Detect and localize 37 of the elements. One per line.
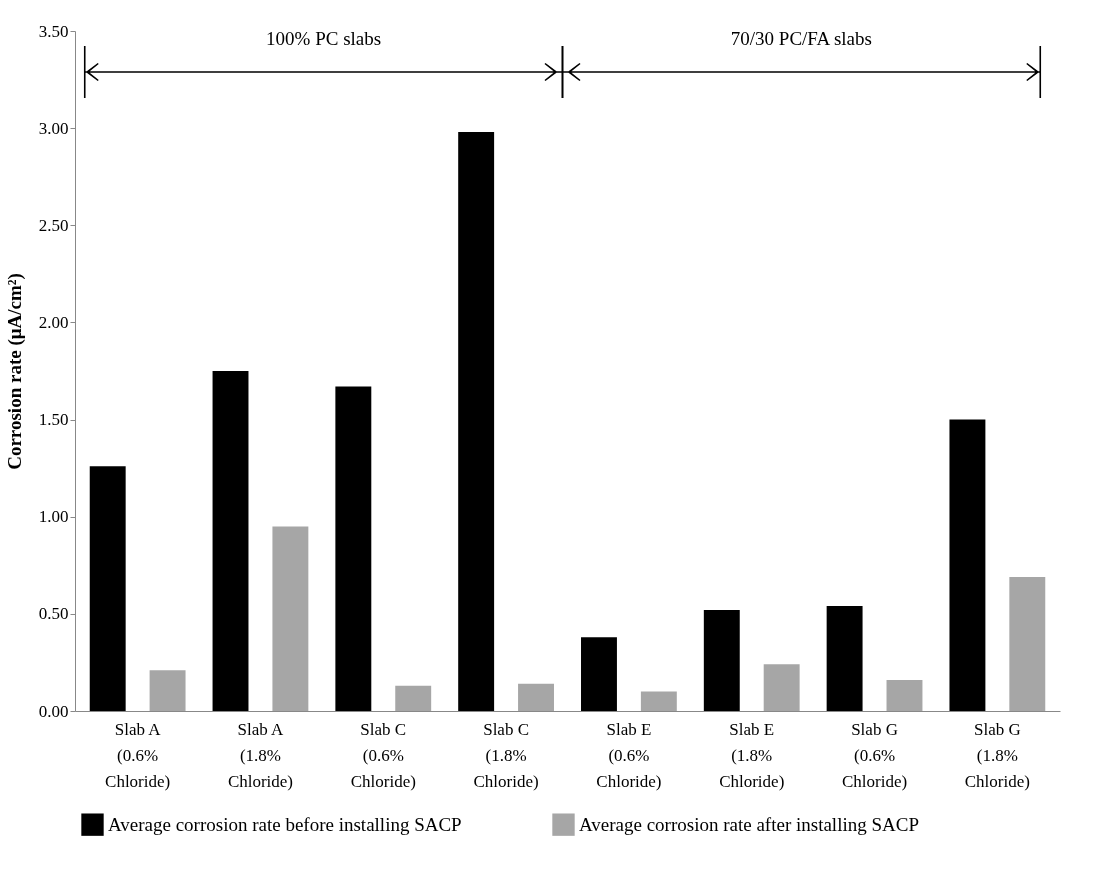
legend-label: Average corrosion rate before installing SACP [108, 813, 462, 835]
annotation: 70/30 PC/FA slabs [730, 28, 872, 49]
x-tick-label: Slab E (0.6% Chloride) [596, 719, 662, 791]
bar [272, 526, 309, 711]
y-tick-label: 3.00 [38, 118, 69, 138]
legend-label: Average corrosion rate after installing SACP [579, 813, 919, 835]
x-tick-label: Slab G (1.8% Chloride) [964, 719, 1030, 791]
y-tick-label: 0.00 [38, 701, 69, 721]
bar [763, 664, 800, 711]
y-tick-label: 3.50 [38, 21, 69, 41]
bar [458, 132, 495, 711]
bar [640, 691, 677, 711]
bar [89, 466, 126, 711]
x-tick-label: Slab E (1.8% Chloride) [719, 719, 785, 791]
bar [1009, 576, 1046, 711]
bar [949, 419, 986, 711]
y-axis-title: Corrosion rate (μA/cm²) [3, 273, 26, 470]
bar [395, 685, 432, 711]
y-tick-label: 2.00 [38, 312, 69, 332]
y-tick-label: 2.50 [38, 215, 69, 235]
y-tick-label: 1.00 [38, 507, 69, 527]
y-tick-label: 0.50 [38, 604, 69, 624]
bar [212, 371, 249, 711]
bar [826, 606, 863, 711]
bar [581, 637, 617, 711]
bar [886, 679, 923, 711]
bar [518, 683, 554, 711]
x-tick-label: Slab A (1.8% Chloride) [227, 719, 294, 791]
bar [335, 386, 372, 711]
bar [149, 670, 186, 711]
annotation: 100% PC slabs [266, 28, 382, 49]
bar [703, 609, 740, 711]
x-tick-label: Slab C (0.6% Chloride) [350, 719, 416, 791]
x-tick-label: Slab C (1.8% Chloride) [473, 719, 539, 791]
x-tick-label: Slab A (0.6% Chloride) [105, 719, 171, 791]
y-tick-label: 1.50 [38, 410, 69, 430]
x-tick-label: Slab G (0.6% Chloride) [841, 719, 908, 791]
